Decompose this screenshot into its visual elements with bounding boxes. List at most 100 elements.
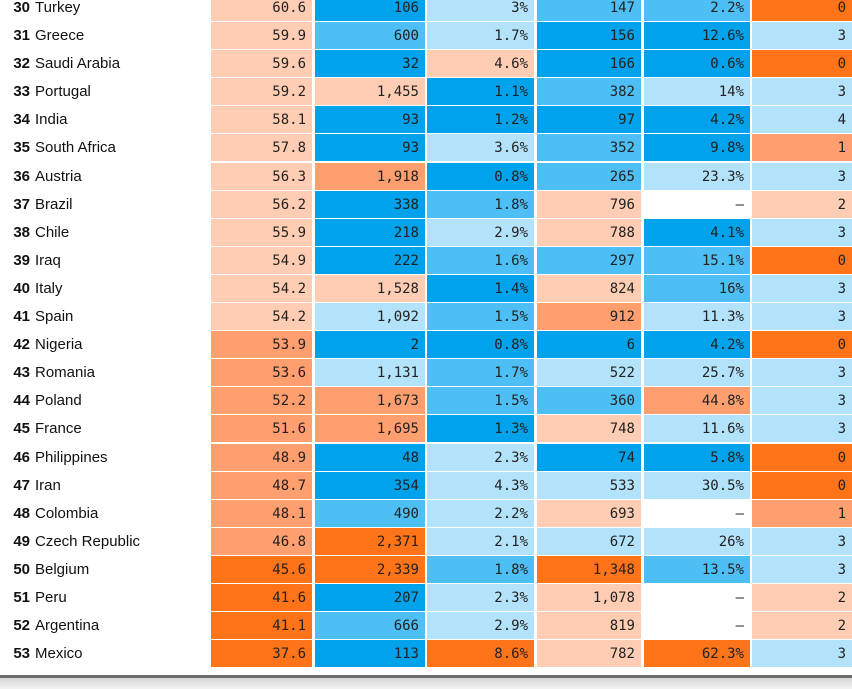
table-row[interactable]: 44 Poland 52.2 1,673 1.5% 360 44.8% 3 [0,387,852,415]
value-cell-col1: 57.8 [211,134,312,162]
value-cell-col6: 3 [752,162,852,190]
value-cell-col2: 93 [315,134,425,162]
value-cell-col1: 37.6 [211,640,312,668]
country-name-cell: Turkey [35,0,81,16]
value-cell-col1: 53.9 [211,331,312,359]
country-name-cell: Czech Republic [35,532,141,550]
table-row[interactable]: 31 Greece 59.9 600 1.7% 156 12.6% 3 [0,22,852,50]
value-cell-col6: 0 [752,246,852,274]
value-cell-col1: 55.9 [211,218,312,246]
value-cell-col2: 2,371 [315,527,425,555]
value-cell-col5: 62.3% [644,640,750,668]
table-row[interactable]: 38 Chile 55.9 218 2.9% 788 4.1% 3 [0,218,852,247]
value-cell-col3: 1.8% [427,555,534,583]
value-cell-col5: 4.2% [644,331,750,359]
value-cell-col1: 58.1 [211,106,312,134]
table-row[interactable]: 51 Peru 41.6 207 2.3% 1,078–2 [0,583,852,612]
value-cell-col3: 4.6% [427,50,534,78]
table-row[interactable]: 45 France 51.6 1,695 1.3% 748 11.6% 3 [0,415,852,443]
country-name-cell: Italy [35,279,63,297]
table-row[interactable]: 32 Saudi Arabia 59.6 32 4.6% 166 0.6% 0 [0,50,852,78]
rank-cell: 36 [13,167,30,185]
value-cell-col5: 11.6% [644,415,750,443]
rank-cell: 46 [13,448,30,466]
value-cell-col6: 1 [752,134,852,162]
country-name-cell: Iraq [35,251,61,269]
value-cell-col1: 56.3 [211,162,312,190]
value-cell-col1: 48.1 [211,499,312,527]
value-cell-col4: 352 [537,134,641,162]
table-row[interactable]: 53 Mexico 37.6 113 8.6% 782 62.3% 3 [0,640,852,668]
value-cell-col4: 824 [537,274,641,302]
value-cell-col2: 666 [315,612,425,640]
value-cell-col3: 2.1% [427,527,534,555]
rank-cell: 40 [13,279,30,297]
value-cell-col5: 2.2% [644,0,750,21]
table-row[interactable]: 42 Nigeria 53.9 2 0.8% 6 4.2% 0 [0,331,852,359]
value-cell-col3: 2.2% [427,499,534,527]
table-row[interactable]: 36 Austria 56.3 1,918 0.8% 265 23.3% 3 [0,162,852,191]
table-row[interactable]: 40 Italy 54.2 1,528 1.4% 824 16% 3 [0,274,852,303]
value-cell-col4: 693 [537,499,641,527]
country-name-cell: Austria [35,167,82,185]
table-row[interactable]: 50 Belgium 45.6 2,339 1.8% 1,348 13.5% 3 [0,555,852,584]
rank-cell: 30 [13,0,30,16]
value-cell-col6: 3 [752,218,852,246]
country-name-cell: India [35,111,68,129]
value-cell-col5: 4.2% [644,106,750,134]
value-cell-col5: – [644,190,750,218]
rank-cell: 44 [13,392,30,410]
value-cell-col2: 48 [315,443,425,471]
value-cell-col5: 5.8% [644,443,750,471]
value-cell-col5: 23.3% [644,162,750,190]
table-row[interactable]: 41 Spain 54.2 1,092 1.5% 912 11.3% 3 [0,303,852,331]
rank-cell: 48 [13,504,30,522]
table-row[interactable]: 48 Colombia 48.1 490 2.2% 693–1 [0,499,852,528]
value-cell-col2: 32 [315,50,425,78]
table-row[interactable]: 37 Brazil 56.2 338 1.8% 796–2 [0,190,852,219]
rank-cell: 42 [13,336,30,354]
value-cell-col1: 54.2 [211,303,312,331]
rank-cell: 32 [13,55,30,73]
value-cell-col6: 3 [752,22,852,50]
value-cell-col1: 41.6 [211,583,312,611]
value-cell-col3: 0.8% [427,162,534,190]
value-cell-col5: 13.5% [644,555,750,583]
value-cell-col5: 44.8% [644,387,750,415]
table-row[interactable]: 47 Iran 48.7 354 4.3% 533 30.5% 0 [0,471,852,500]
value-cell-col6: 2 [752,612,852,640]
value-cell-col4: 672 [537,527,641,555]
value-cell-col6: 0 [752,443,852,471]
value-cell-col6: 0 [752,471,852,499]
country-name-cell: Poland [35,392,82,410]
value-cell-col3: 2.3% [427,443,534,471]
value-cell-col4: 796 [537,190,641,218]
value-cell-col6: 3 [752,303,852,331]
value-cell-col4: 97 [537,106,641,134]
country-name-cell: Portugal [35,83,91,101]
table-row[interactable]: 39 Iraq 54.9 222 1.6% 297 15.1% 0 [0,246,852,275]
value-cell-col5: 11.3% [644,303,750,331]
value-cell-col4: 156 [537,22,641,50]
value-cell-col4: 533 [537,471,641,499]
table-row[interactable]: 43 Romania 53.6 1,131 1.7% 522 25.7% 3 [0,359,852,387]
value-cell-col6: 3 [752,387,852,415]
country-name-cell: Chile [35,223,70,241]
table-row[interactable]: 35 South Africa 57.8 93 3.6% 352 9.8% 1 [0,134,852,162]
value-cell-col6: 3 [752,527,852,555]
rank-cell: 41 [13,308,30,326]
value-cell-col3: 1.3% [427,415,534,443]
rank-cell: 49 [13,532,30,550]
value-cell-col2: 207 [315,583,425,611]
table-row[interactable]: 49 Czech Republic 46.8 2,371 2.1% 672 26% 3 [0,527,852,556]
table-row[interactable]: 34 India 58.1 93 1.2% 97 4.2% 4 [0,106,852,134]
value-cell-col3: 2.3% [427,583,534,611]
table-row[interactable]: 46 Philippines 48.9 48 2.3% 74 5.8% 0 [0,443,852,472]
horizontal-scrollbar[interactable] [0,675,852,689]
value-cell-col3: 1.5% [427,303,534,331]
value-cell-col2: 1,131 [315,359,425,387]
table-row[interactable]: 33 Portugal 59.2 1,455 1.1% 382 14% 3 [0,78,852,106]
table-row[interactable]: 52 Argentina 41.1 666 2.9% 819–2 [0,612,852,640]
table-row[interactable]: 30 Turkey 60.6 106 3% 147 2.2% 0 [0,0,852,22]
rank-cell: 39 [13,251,30,269]
